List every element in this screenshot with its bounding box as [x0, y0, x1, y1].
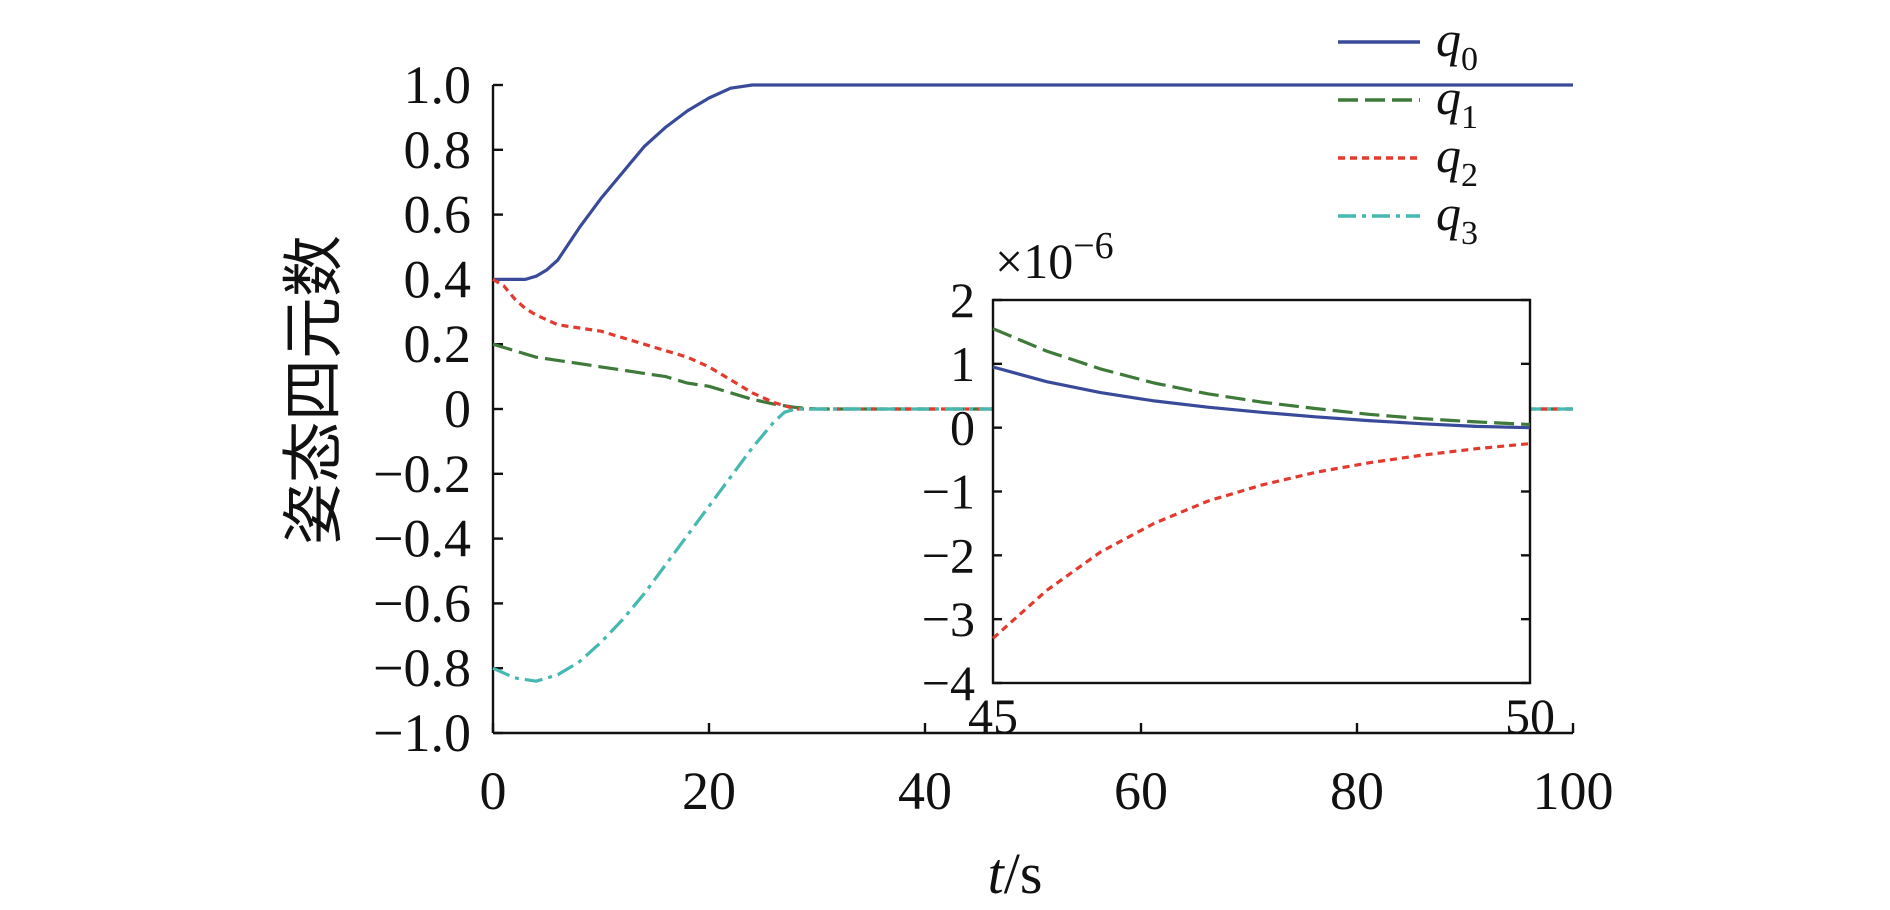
inset-y-tick-label: −2	[922, 527, 975, 583]
y-tick-label: −1.0	[373, 703, 471, 763]
y-tick-label: 0.8	[404, 120, 472, 180]
inset-y-tick-label: 1	[950, 336, 975, 392]
legend-label-base: q	[1436, 69, 1461, 125]
series-line-q2	[492, 278, 1573, 411]
legend-label-sub: 2	[1461, 157, 1478, 194]
inset-y-tick-label: 2	[950, 272, 975, 328]
x-axis-label-var: t	[988, 841, 1006, 906]
x-tick-label: 80	[1330, 761, 1384, 821]
inset-scale-exponent: −6	[1073, 225, 1113, 267]
x-axis-label-unit: /s	[1004, 841, 1043, 906]
y-tick-label: 1.0	[404, 55, 472, 115]
inset-scale-base: ×10	[995, 233, 1073, 289]
inset-y-tick-label: −4	[922, 655, 975, 711]
series-line-q3	[492, 407, 1573, 683]
y-axis-label: 姿态四元数	[277, 235, 350, 545]
y-tick-label: −0.4	[373, 509, 471, 569]
main-plot: 1.00.80.60.40.20−0.2−0.4−0.6−0.8−1.00 20 4…	[373, 55, 1613, 821]
legend-label-base: q	[1436, 185, 1461, 241]
x-tick-label: 100	[1533, 761, 1614, 821]
inset-y-tick-label: −1	[922, 464, 975, 520]
legend-label-sub: 1	[1461, 99, 1478, 136]
y-tick-label: 0.4	[404, 249, 472, 309]
x-tick-label: 40	[898, 761, 952, 821]
y-tick-label: −0.2	[373, 444, 471, 504]
legend-label-sub: 0	[1461, 41, 1478, 78]
legend-label: q1	[1436, 69, 1478, 136]
y-tick-label: 0	[444, 379, 471, 439]
x-tick-label: 0	[480, 761, 507, 821]
series-line-q0	[493, 83, 1573, 281]
inset-series-line-q1	[992, 327, 1531, 427]
y-tick-label: 0.2	[404, 314, 472, 374]
inset-x-tick-label: 50	[1505, 688, 1555, 744]
inset-x-tick-label: 45	[968, 688, 1018, 744]
inset-y-tick-label: 0	[950, 400, 975, 456]
legend-label-sub: 3	[1461, 215, 1478, 252]
inset-frame	[991, 298, 1532, 685]
inset-series-line-q0	[992, 365, 1531, 430]
inset-y-tick-label: −3	[922, 591, 975, 647]
y-tick-label: −0.8	[373, 638, 471, 698]
inset-plot: 2 1 0 −1 −2 −3 −445 50 ×10−6	[922, 225, 1555, 744]
legend-label: q3	[1436, 185, 1478, 252]
inset-series-line-q2	[991, 442, 1531, 640]
legend-label-base: q	[1436, 11, 1461, 67]
legend-entry-q1: q1	[1338, 69, 1478, 136]
x-tick-label: 20	[682, 761, 736, 821]
legend-entry-q2: q2	[1338, 127, 1478, 194]
y-tick-label: −0.6	[373, 573, 471, 633]
inset-scale-label: ×10−6	[995, 225, 1114, 289]
legend-label: q0	[1436, 11, 1478, 78]
y-tick-label: 0.6	[404, 185, 472, 245]
legend-label-base: q	[1436, 127, 1461, 183]
x-axis-label: t/s	[988, 841, 1043, 906]
x-tick-label: 60	[1114, 761, 1168, 821]
series-line-q1	[492, 342, 1573, 411]
legend-entry-q0: q0	[1338, 11, 1478, 78]
legend-entry-q3: q3	[1338, 185, 1478, 252]
legend-label: q2	[1436, 127, 1478, 194]
